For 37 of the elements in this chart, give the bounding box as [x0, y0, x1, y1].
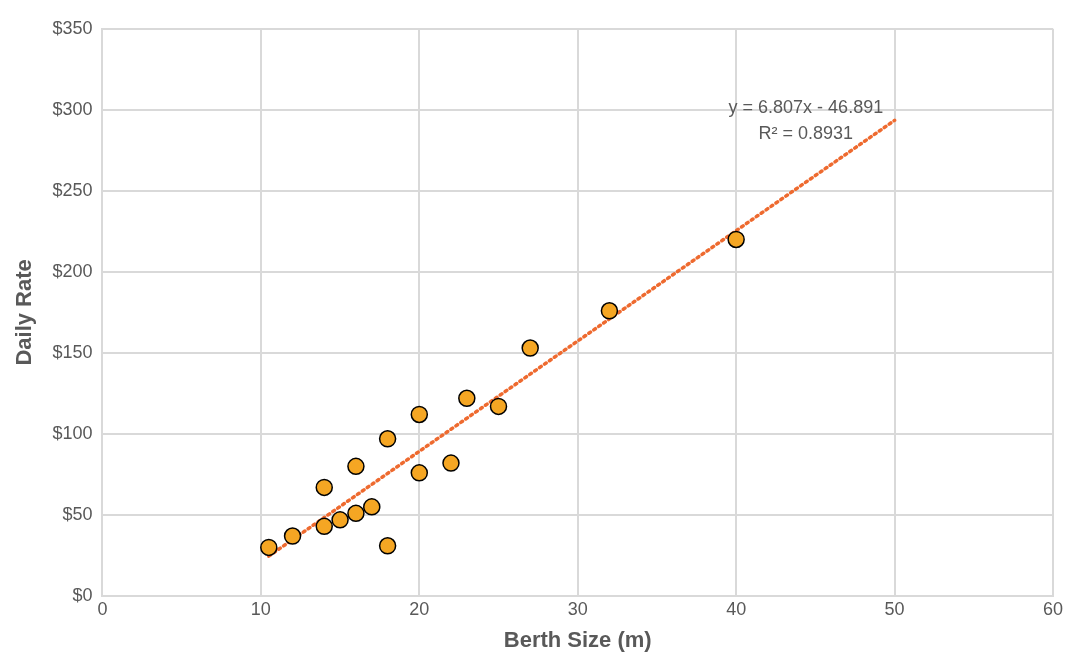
y-tick-label: $0 — [72, 584, 93, 605]
y-tick-label: $350 — [52, 17, 93, 38]
y-tick-label: $100 — [52, 422, 93, 443]
point — [521, 339, 539, 357]
x-tick-label: 0 — [97, 598, 108, 619]
point — [315, 478, 333, 497]
y-tick-label: $250 — [52, 179, 93, 200]
point — [489, 397, 508, 416]
point — [347, 457, 365, 476]
y-tick-label: $50 — [62, 503, 93, 524]
y-tick-label: $200 — [52, 260, 93, 281]
x-tick-label: 40 — [726, 598, 747, 619]
x-tick-label: 50 — [884, 598, 905, 619]
x-tick-label: 20 — [409, 598, 430, 619]
annotation: y = 6.807x - 46.891 — [728, 97, 884, 118]
point — [315, 517, 333, 536]
x-tick-label: 60 — [1042, 598, 1064, 619]
y-tick-label: $300 — [52, 98, 93, 119]
point — [727, 230, 745, 249]
x-tick-label: 10 — [250, 598, 271, 619]
point — [260, 538, 278, 557]
point — [347, 504, 365, 523]
x-axis-title: Berth Size (m) — [503, 626, 652, 652]
point — [410, 464, 429, 482]
x-tick-label: 30 — [567, 598, 588, 619]
point — [283, 527, 302, 545]
point — [363, 498, 381, 516]
point — [600, 302, 619, 320]
point — [331, 511, 349, 529]
point — [410, 405, 429, 424]
annotation: R² = 0.8931 — [758, 123, 854, 144]
y-axis-title: Daily Rate — [11, 259, 37, 366]
y-tick-label: $150 — [52, 341, 93, 362]
point — [378, 537, 397, 555]
point — [378, 430, 397, 448]
point — [442, 454, 460, 472]
point — [458, 389, 476, 408]
